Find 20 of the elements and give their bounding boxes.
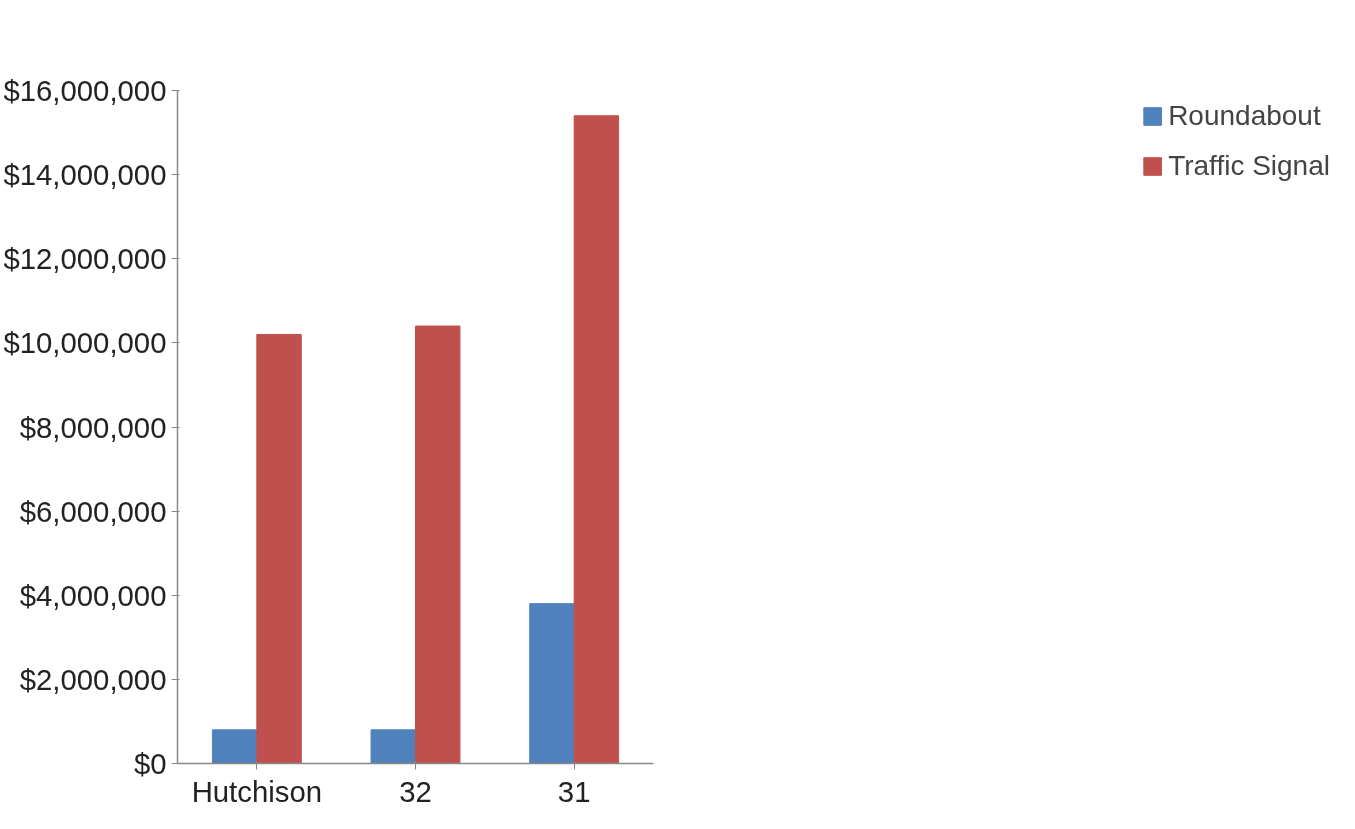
y-tick-label: $12,000,000	[3, 242, 167, 276]
x-tick-label: 31	[557, 774, 591, 808]
y-tick-label: $0	[133, 747, 167, 780]
bar	[415, 325, 461, 764]
legend-label: Traffic Signal	[1168, 150, 1330, 182]
y-tick-label: $10,000,000	[3, 326, 167, 360]
bar	[256, 333, 302, 764]
y-tick-label: $6,000,000	[19, 494, 167, 528]
x-tick-label: 32	[399, 774, 432, 808]
legend-label: Roundabout	[1168, 100, 1321, 132]
bar	[211, 729, 258, 764]
y-tick-label: $16,000,000	[3, 74, 167, 107]
bar	[529, 603, 575, 764]
x-tick-label: Hutchison	[191, 774, 323, 808]
y-tick-label: $8,000,000	[19, 410, 167, 444]
bar	[370, 729, 416, 764]
bar	[573, 115, 620, 764]
y-tick-label: $2,000,000	[19, 662, 167, 696]
y-tick-label: $4,000,000	[19, 578, 167, 612]
y-tick-label: $14,000,000	[3, 158, 167, 192]
